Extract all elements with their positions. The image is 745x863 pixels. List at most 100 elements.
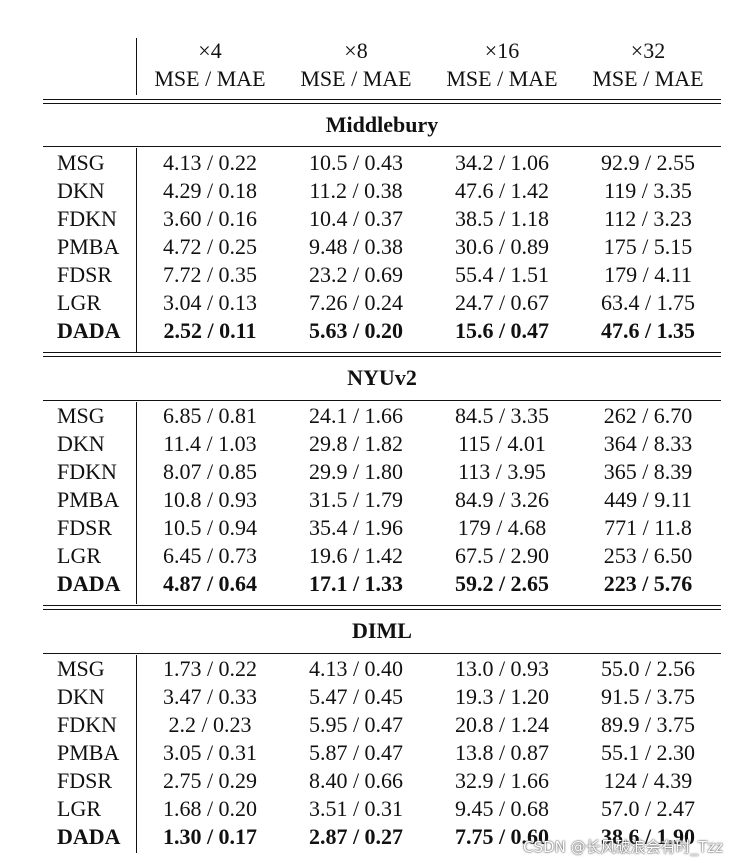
value-cell: 179 / 4.68 [457,515,547,540]
value-cell: 124 / 4.39 [603,768,693,793]
value-cell: 3.05 / 0.31 [162,740,258,765]
value-cell: 32.9 / 1.66 [454,768,550,793]
value-cell: 92.9 / 2.55 [600,150,696,175]
value-cell: 4.29 / 0.18 [162,178,258,203]
value-cell: 11.4 / 1.03 [163,431,257,456]
value-cell: 115 / 4.01 [458,431,546,456]
value-cell: 9.45 / 0.68 [454,796,550,821]
value-cell: 31.5 / 1.79 [308,487,404,512]
method-name: DADA [57,571,121,596]
value-cell: 5.95 / 0.47 [308,712,404,737]
value-cell: 7.26 / 0.24 [308,290,404,315]
value-cell: 3.04 / 0.13 [162,290,258,315]
value-cell: 262 / 6.70 [603,403,693,428]
value-cell: 10.8 / 0.93 [162,487,258,512]
value-cell: 84.9 / 3.26 [454,487,550,512]
metric-header: MSE / MAE [300,66,412,91]
value-cell: 6.45 / 0.73 [162,543,258,568]
value-cell: 5.87 / 0.47 [308,740,404,765]
value-cell: 119 / 3.35 [604,178,692,203]
value-cell: 63.4 / 1.75 [600,290,696,315]
column-divider [136,148,138,352]
value-cell: 5.63 / 0.20 [308,318,404,343]
value-cell: 365 / 8.39 [603,459,693,484]
value-cell: 10.5 / 0.43 [308,150,404,175]
value-cell: 10.4 / 0.37 [308,206,404,231]
value-cell: 55.1 / 2.30 [600,740,696,765]
value-cell: 8.40 / 0.66 [308,768,404,793]
method-name: MSG [57,656,105,681]
value-cell: 1.68 / 0.20 [162,796,258,821]
section-rule [43,356,721,358]
method-name: FDKN [57,712,117,737]
value-cell: 5.47 / 0.45 [308,684,404,709]
value-cell: 1.73 / 0.22 [162,656,258,681]
scale-header-x8: ×8 [344,38,368,63]
scale-header-x16: ×16 [484,38,520,63]
metric-header: MSE / MAE [446,66,558,91]
value-cell: 19.3 / 1.20 [454,684,550,709]
section-title-middlebury: Middlebury [325,112,439,137]
method-name: FDSR [57,515,113,540]
value-cell: 175 / 5.15 [603,234,693,259]
section-rule [43,146,721,147]
value-cell: 2.2 / 0.23 [168,712,252,737]
value-cell: 19.6 / 1.42 [308,543,404,568]
value-cell: 449 / 9.11 [604,487,692,512]
value-cell: 20.8 / 1.24 [454,712,550,737]
value-cell: 35.4 / 1.96 [308,515,404,540]
value-cell: 29.8 / 1.82 [308,431,404,456]
method-name: LGR [57,543,101,568]
column-divider [136,655,138,853]
value-cell: 23.2 / 0.69 [308,262,404,287]
watermark: CSDN @长风破浪会有时_Tzz [523,838,723,856]
method-name: MSG [57,403,105,428]
value-cell: 13.8 / 0.87 [454,740,550,765]
value-cell: 6.85 / 0.81 [162,403,258,428]
value-cell: 3.60 / 0.16 [162,206,258,231]
method-name: LGR [57,290,101,315]
value-cell: 15.6 / 0.47 [454,318,550,343]
column-divider [136,38,138,95]
value-cell: 179 / 4.11 [604,262,692,287]
value-cell: 30.6 / 0.89 [454,234,550,259]
section-title-nyuv2: NYUv2 [347,365,417,390]
value-cell: 24.1 / 1.66 [308,403,404,428]
value-cell: 9.48 / 0.38 [308,234,404,259]
value-cell: 10.5 / 0.94 [162,515,258,540]
method-name: MSG [57,150,105,175]
value-cell: 55.4 / 1.51 [454,262,550,287]
value-cell: 4.87 / 0.64 [162,571,258,596]
value-cell: 253 / 6.50 [603,543,693,568]
method-name: DKN [57,431,105,456]
value-cell: 84.5 / 3.35 [454,403,550,428]
method-name: PMBA [57,234,120,259]
value-cell: 1.30 / 0.17 [162,824,258,849]
value-cell: 3.47 / 0.33 [162,684,258,709]
value-cell: 2.75 / 0.29 [162,768,258,793]
value-cell: 364 / 8.33 [603,431,693,456]
value-cell: 47.6 / 1.35 [600,318,696,343]
section-rule [43,400,721,401]
value-cell: 113 / 3.95 [458,459,546,484]
metric-header: MSE / MAE [592,66,704,91]
value-cell: 13.0 / 0.93 [454,656,550,681]
method-name: LGR [57,796,101,821]
value-cell: 2.87 / 0.27 [308,824,404,849]
value-cell: 8.07 / 0.85 [162,459,258,484]
value-cell: 47.6 / 1.42 [454,178,550,203]
value-cell: 91.5 / 3.75 [600,684,696,709]
method-name: DKN [57,178,105,203]
method-name: DADA [57,318,121,343]
metric-header: MSE / MAE [154,66,266,91]
method-name: FDSR [57,768,113,793]
value-cell: 112 / 3.23 [604,206,692,231]
value-cell: 55.0 / 2.56 [600,656,696,681]
column-divider [136,402,138,604]
value-cell: 89.9 / 3.75 [600,712,696,737]
section-title-diml: DIML [352,618,412,643]
value-cell: 59.2 / 2.65 [454,571,550,596]
method-name: DADA [57,824,121,849]
value-cell: 7.72 / 0.35 [162,262,258,287]
